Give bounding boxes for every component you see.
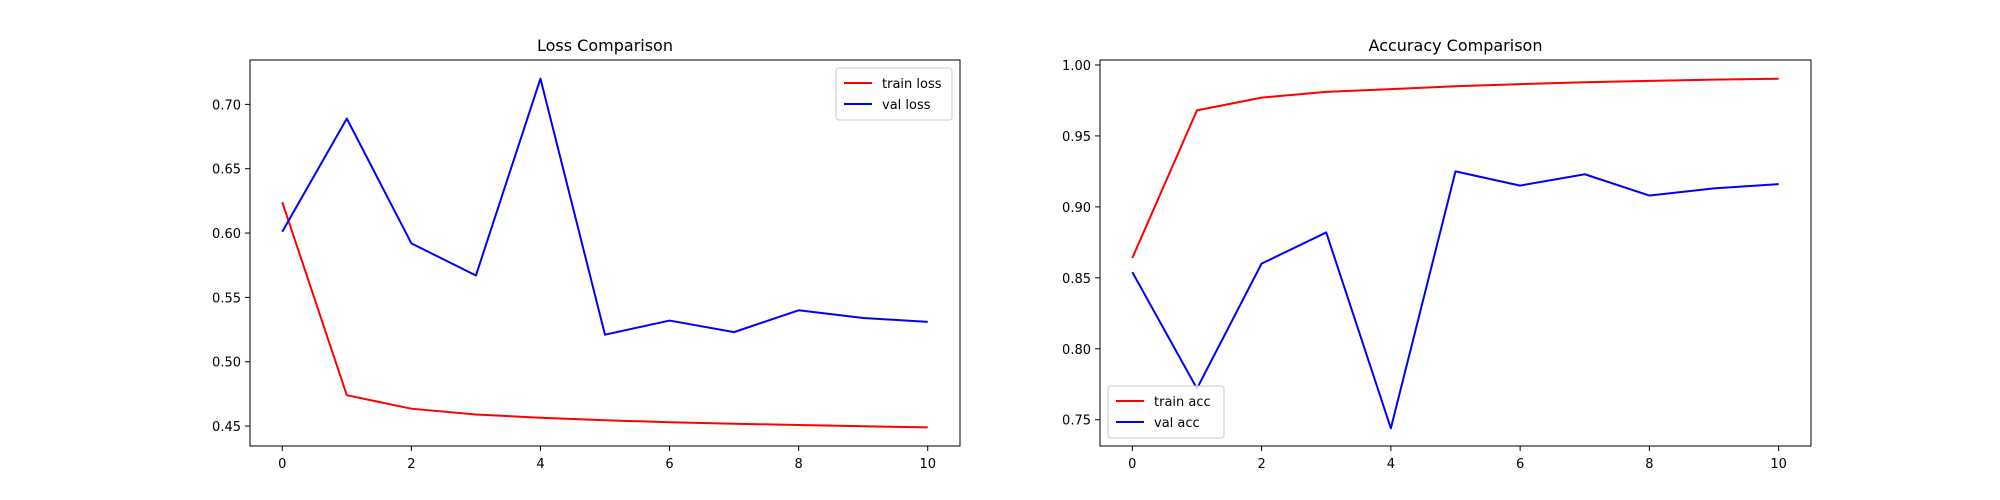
y-tick-label: 0.50 (212, 356, 241, 371)
chart-1: Loss Comparison 0 2 4 6 8 10 0.45 0.50 0.55 0.60 0.… (212, 36, 961, 472)
series-line-train-loss (281, 201, 928, 429)
y-tick-label: 0.60 (212, 227, 241, 242)
series-line-train-acc (1131, 77, 1779, 259)
x-tick-label: 2 (407, 457, 415, 472)
chart-title: Loss Comparison (537, 36, 673, 55)
legend: train loss val loss (835, 67, 953, 121)
y-tick-label: 0.85 (1062, 272, 1091, 287)
x-tick-label: 8 (794, 457, 802, 472)
x-tick-label: 4 (1387, 457, 1395, 472)
legend-box (1107, 385, 1225, 439)
chart-2: Accuracy Comparison 0 2 4 6 8 10 0.75 0.80 0.85 0.… (1062, 36, 1812, 472)
legend-label: train loss (882, 77, 942, 92)
x-tick-label: 0 (278, 457, 286, 472)
x-tick-label: 6 (665, 457, 673, 472)
y-tick-label: 0.80 (1062, 343, 1091, 358)
x-tick-label: 0 (1128, 457, 1136, 472)
x-tick-label: 4 (536, 457, 544, 472)
x-tick-label: 2 (1257, 457, 1265, 472)
y-tick-label: 0.55 (212, 291, 241, 306)
chart-title: Accuracy Comparison (1369, 36, 1543, 55)
series-line-val-acc (1131, 170, 1779, 430)
y-tick-label: 0.70 (212, 98, 241, 113)
legend-box (835, 67, 953, 121)
legend: train acc val acc (1107, 385, 1225, 439)
axes-frame (1099, 59, 1812, 447)
axes-frame (249, 59, 961, 447)
x-tick-label: 6 (1516, 457, 1524, 472)
y-tick-label: 0.90 (1062, 201, 1091, 216)
y-tick-label: 0.95 (1062, 130, 1091, 145)
y-tick-label: 0.45 (212, 420, 241, 435)
series-line-val-loss (281, 77, 928, 336)
x-tick-label: 8 (1645, 457, 1653, 472)
legend-label: train acc (1154, 395, 1211, 410)
legend-label: val acc (1154, 416, 1200, 431)
legend-label: val loss (882, 98, 931, 113)
x-tick-label: 10 (1770, 457, 1787, 472)
y-tick-label: 0.75 (1062, 414, 1091, 429)
x-tick-label: 10 (919, 457, 936, 472)
y-tick-label: 0.65 (212, 163, 241, 178)
y-tick-label: 1.00 (1062, 59, 1091, 74)
